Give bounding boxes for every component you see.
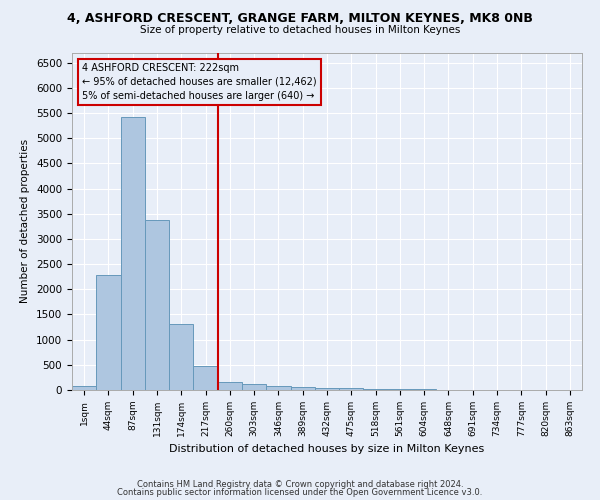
Bar: [315, 388, 339, 390]
Bar: [193, 366, 218, 390]
X-axis label: Distribution of detached houses by size in Milton Keynes: Distribution of detached houses by size …: [169, 444, 485, 454]
Bar: [290, 388, 315, 390]
Bar: [218, 382, 242, 390]
Text: 4, ASHFORD CRESCENT, GRANGE FARM, MILTON KEYNES, MK8 0NB: 4, ASHFORD CRESCENT, GRANGE FARM, MILTON…: [67, 12, 533, 26]
Text: Contains HM Land Registry data © Crown copyright and database right 2024.: Contains HM Land Registry data © Crown c…: [137, 480, 463, 489]
Bar: [96, 275, 121, 390]
Bar: [266, 386, 290, 390]
Text: Size of property relative to detached houses in Milton Keynes: Size of property relative to detached ho…: [140, 25, 460, 35]
Bar: [169, 324, 193, 390]
Bar: [145, 220, 169, 390]
Bar: [364, 389, 388, 390]
Text: 4 ASHFORD CRESCENT: 222sqm
← 95% of detached houses are smaller (12,462)
5% of s: 4 ASHFORD CRESCENT: 222sqm ← 95% of deta…: [82, 62, 317, 100]
Text: Contains public sector information licensed under the Open Government Licence v3: Contains public sector information licen…: [118, 488, 482, 497]
Bar: [72, 386, 96, 390]
Bar: [339, 388, 364, 390]
Y-axis label: Number of detached properties: Number of detached properties: [20, 139, 31, 304]
Bar: [121, 117, 145, 390]
Bar: [242, 384, 266, 390]
